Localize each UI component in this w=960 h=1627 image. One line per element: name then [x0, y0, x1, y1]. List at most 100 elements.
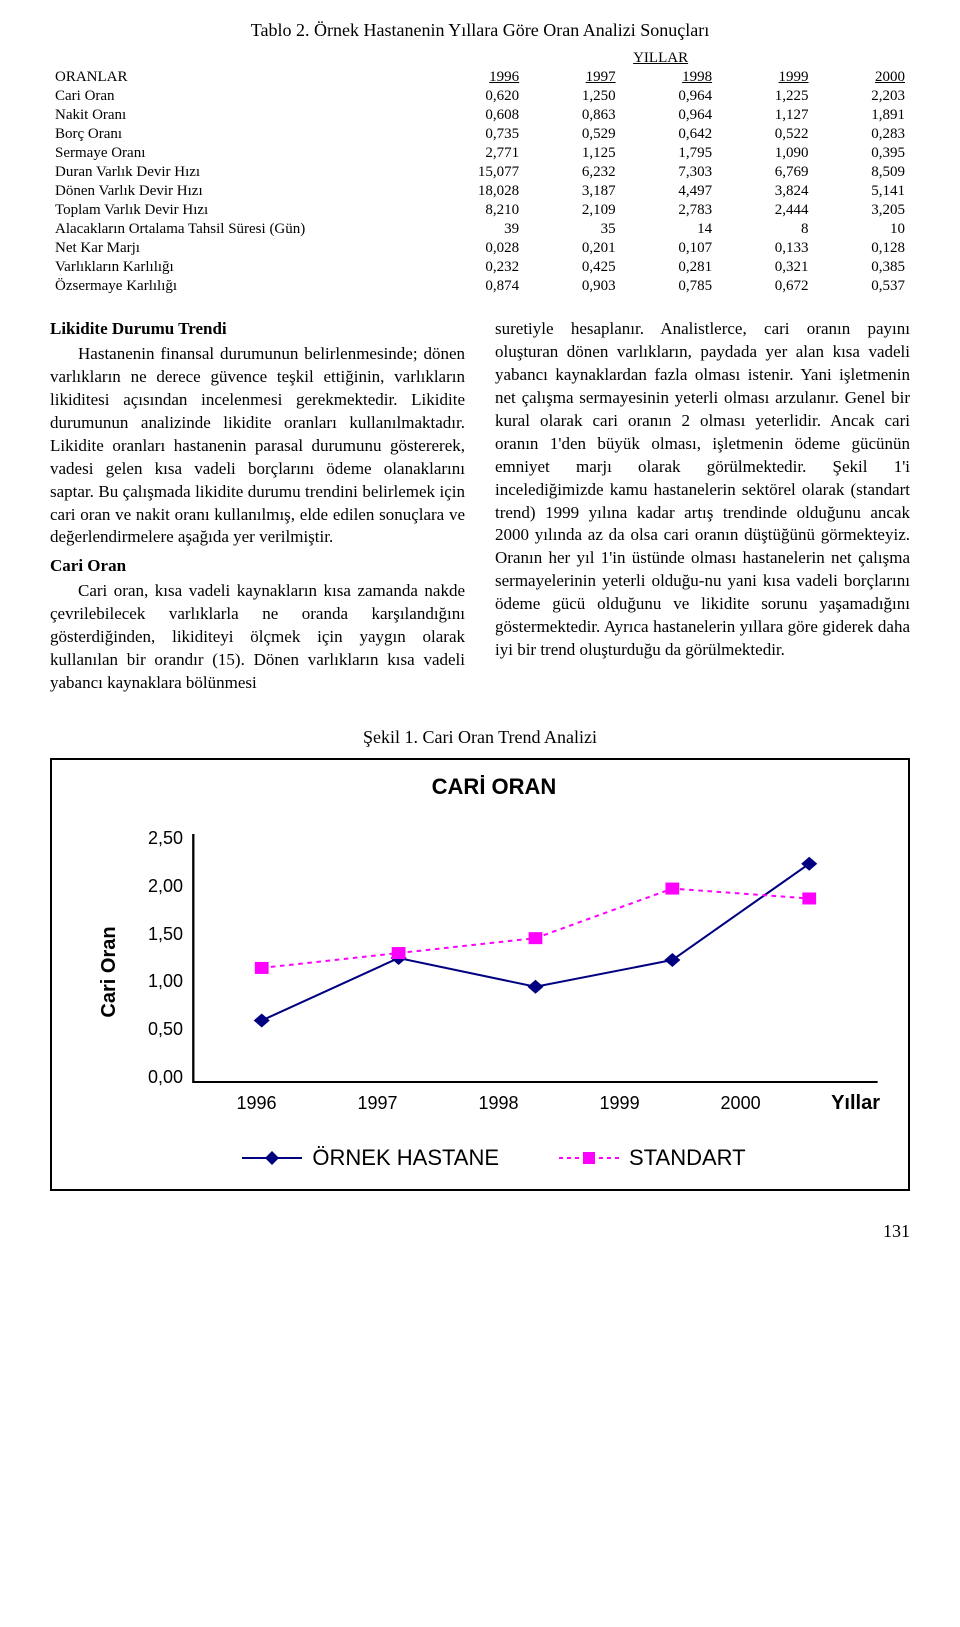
- row-label: Borç Oranı: [50, 125, 411, 144]
- legend-item-standart: STANDART: [559, 1145, 746, 1171]
- table-row: Toplam Varlık Devir Hızı8,2102,1092,7832…: [50, 201, 910, 220]
- paragraph: Cari oran, kısa vadeli kaynakların kısa …: [50, 580, 465, 695]
- cell: 2,771: [411, 144, 524, 163]
- ytick: 0,00: [148, 1067, 183, 1088]
- row-label: Duran Varlık Devir Hızı: [50, 163, 411, 182]
- cell: 2,783: [621, 201, 717, 220]
- chart-title: CARİ ORAN: [108, 774, 880, 800]
- cell: 5,141: [814, 182, 910, 201]
- paragraph: suretiyle hesaplanır. Analistlerce, cari…: [495, 318, 910, 662]
- page-number: 131: [50, 1221, 910, 1242]
- ytick: 0,50: [148, 1019, 183, 1040]
- chart-caption: Şekil 1. Cari Oran Trend Analizi: [50, 727, 910, 748]
- year-col: 1996: [411, 68, 524, 87]
- chart-yticks: 2,50 2,00 1,50 1,00 0,50 0,00: [148, 828, 191, 1088]
- cell: 3,824: [717, 182, 813, 201]
- legend-swatch: [559, 1148, 619, 1168]
- cell: 0,785: [621, 277, 717, 296]
- chart-xlabel: Yıllar: [801, 1092, 880, 1115]
- cell: 2,444: [717, 201, 813, 220]
- cell: 0,281: [621, 258, 717, 277]
- cell: 8: [717, 220, 813, 239]
- cell: 0,964: [621, 87, 717, 106]
- table-row: Cari Oran0,6201,2500,9641,2252,203: [50, 87, 910, 106]
- cell: 0,232: [411, 258, 524, 277]
- cell: 15,077: [411, 163, 524, 182]
- cell: 2,203: [814, 87, 910, 106]
- cell: 0,107: [621, 239, 717, 258]
- cell: 0,283: [814, 125, 910, 144]
- xtick: 1996: [196, 1093, 317, 1114]
- cell: 0,395: [814, 144, 910, 163]
- cell: 10: [814, 220, 910, 239]
- year-col: 1998: [621, 68, 717, 87]
- body-columns: Likidite Durumu Trendi Hastanenin finans…: [50, 318, 910, 701]
- cell: 3,187: [524, 182, 620, 201]
- cell: 39: [411, 220, 524, 239]
- cell: 0,863: [524, 106, 620, 125]
- cell: 1,125: [524, 144, 620, 163]
- cell: 0,201: [524, 239, 620, 258]
- table-header-row: ORANLAR 1996 1997 1998 1999 2000: [50, 68, 910, 87]
- table-row: Özsermaye Karlılığı0,8740,9030,7850,6720…: [50, 277, 910, 296]
- legend-swatch: [242, 1148, 302, 1168]
- ytick: 2,50: [148, 828, 183, 849]
- ytick: 1,00: [148, 971, 183, 992]
- cell: 1,250: [524, 87, 620, 106]
- cell: 0,608: [411, 106, 524, 125]
- cell: 4,497: [621, 182, 717, 201]
- cell: 0,133: [717, 239, 813, 258]
- legend-item-ornek: ÖRNEK HASTANE: [242, 1145, 499, 1171]
- table-row: Borç Oranı0,7350,5290,6420,5220,283: [50, 125, 910, 144]
- cell: 14: [621, 220, 717, 239]
- row-label: Dönen Varlık Devir Hızı: [50, 182, 411, 201]
- cell: 1,090: [717, 144, 813, 163]
- xtick: 1999: [559, 1093, 680, 1114]
- legend-label: ÖRNEK HASTANE: [312, 1145, 499, 1171]
- row-label: Net Kar Marjı: [50, 239, 411, 258]
- chart-plot: [191, 828, 880, 1088]
- paragraph: Hastanenin finansal durumunun belirlenme…: [50, 343, 465, 549]
- cell: 3,205: [814, 201, 910, 220]
- cell: 0,425: [524, 258, 620, 277]
- cell: 7,303: [621, 163, 717, 182]
- cell: 6,769: [717, 163, 813, 182]
- legend-label: STANDART: [629, 1145, 746, 1171]
- chart-frame: CARİ ORAN Cari Oran 2,50 2,00 1,50 1,00 …: [50, 758, 910, 1191]
- row-label: Cari Oran: [50, 87, 411, 106]
- row-label: Alacakların Ortalama Tahsil Süresi (Gün): [50, 220, 411, 239]
- cell: 0,672: [717, 277, 813, 296]
- cell: 0,642: [621, 125, 717, 144]
- year-col: 1997: [524, 68, 620, 87]
- cell: 0,537: [814, 277, 910, 296]
- cell: 0,735: [411, 125, 524, 144]
- cell: 6,232: [524, 163, 620, 182]
- cell: 8,509: [814, 163, 910, 182]
- cell: 1,795: [621, 144, 717, 163]
- cell: 1,127: [717, 106, 813, 125]
- left-column: Likidite Durumu Trendi Hastanenin finans…: [50, 318, 465, 701]
- cell: 18,028: [411, 182, 524, 201]
- cell: 0,028: [411, 239, 524, 258]
- chart-legend: ÖRNEK HASTANE STANDART: [108, 1145, 880, 1171]
- cell: 1,225: [717, 87, 813, 106]
- cell: 0,964: [621, 106, 717, 125]
- xtick: 1998: [438, 1093, 559, 1114]
- row-label: Toplam Varlık Devir Hızı: [50, 201, 411, 220]
- table-row: Duran Varlık Devir Hızı15,0776,2327,3036…: [50, 163, 910, 182]
- cell: 2,109: [524, 201, 620, 220]
- xtick: 2000: [680, 1093, 801, 1114]
- table-row-header: ORANLAR: [50, 68, 411, 87]
- chart-ylabel: Cari Oran: [98, 926, 121, 1017]
- table-row: Alacakların Ortalama Tahsil Süresi (Gün)…: [50, 220, 910, 239]
- row-label: Nakit Oranı: [50, 106, 411, 125]
- year-col: 2000: [814, 68, 910, 87]
- cell: 35: [524, 220, 620, 239]
- table-row: Net Kar Marjı0,0280,2010,1070,1330,128: [50, 239, 910, 258]
- cell: 0,522: [717, 125, 813, 144]
- cell: 0,385: [814, 258, 910, 277]
- cell: 0,128: [814, 239, 910, 258]
- table-row: Varlıkların Karlılığı0,2320,4250,2810,32…: [50, 258, 910, 277]
- cell: 0,874: [411, 277, 524, 296]
- cell: 0,620: [411, 87, 524, 106]
